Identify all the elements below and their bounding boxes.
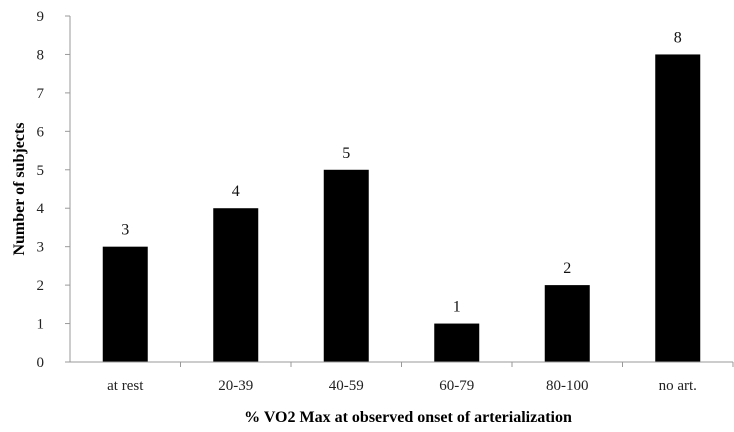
data-labels: 3 4 5 1 2 8 — [121, 29, 682, 315]
bars — [102, 54, 701, 362]
x-axis-title: % VO2 Max at observed onset of arteriali… — [244, 409, 572, 426]
y-tick-label: 7 — [37, 86, 45, 102]
y-tick-label: 0 — [37, 355, 45, 371]
x-tick-label: 40-59 — [329, 378, 364, 394]
bar — [323, 169, 369, 362]
bar — [655, 54, 701, 362]
y-tick-label: 9 — [37, 9, 45, 25]
y-axis-title: Number of subjects — [11, 122, 28, 255]
bar — [434, 323, 480, 362]
y-tick-label: 5 — [37, 163, 45, 179]
bar — [544, 285, 590, 362]
x-tick-label: 80-100 — [546, 378, 589, 394]
bar-value-label: 1 — [453, 299, 461, 316]
bar-value-label: 4 — [232, 183, 240, 200]
y-tick-label: 2 — [37, 278, 45, 294]
y-axis-ticks: 0 1 2 3 4 5 6 7 8 9 — [37, 9, 70, 371]
bar-value-label: 5 — [342, 145, 350, 162]
y-tick-label: 1 — [37, 317, 45, 333]
x-tick-label: 20-39 — [218, 378, 253, 394]
x-axis-ticks: at rest 20-39 40-59 60-79 80-100 no art. — [107, 362, 734, 394]
y-tick-label: 8 — [37, 47, 45, 63]
x-tick-label: no art. — [659, 378, 697, 394]
bar — [102, 246, 148, 362]
bar-value-label: 2 — [563, 260, 571, 277]
y-tick-label: 4 — [37, 201, 45, 217]
y-tick-label: 3 — [37, 240, 45, 256]
y-tick-label: 6 — [37, 124, 45, 140]
x-tick-label: at rest — [107, 378, 144, 394]
bar — [213, 208, 259, 362]
bar-value-label: 3 — [121, 222, 129, 239]
bar-value-label: 8 — [674, 29, 682, 46]
x-tick-label: 60-79 — [439, 378, 474, 394]
